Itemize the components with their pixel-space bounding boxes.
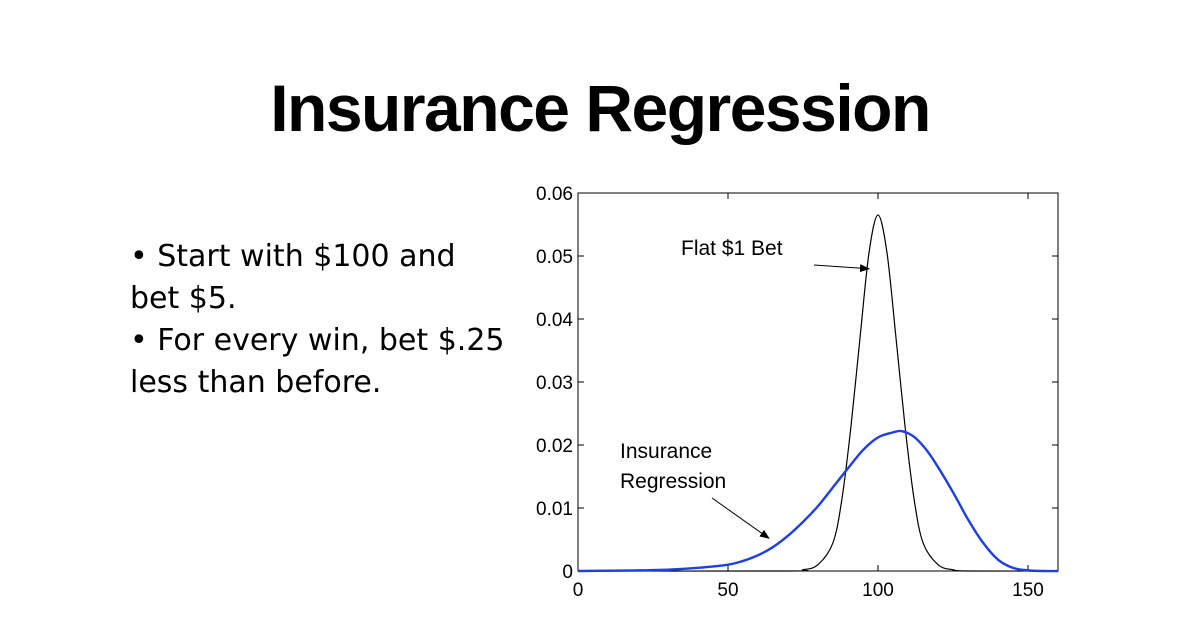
x-tick-label: 100	[862, 580, 894, 601]
series-line-insurance-regression	[577, 429, 1059, 573]
page-title: Insurance Regression	[270, 71, 931, 145]
plot-frame	[577, 192, 1059, 572]
y-tick-label: 0.02	[536, 436, 573, 457]
annotation-arrow	[711, 497, 770, 539]
annotation-label: Flat $1 Bet	[681, 237, 783, 260]
bullet-list: • Start with $100 and bet $5. • For ever…	[130, 236, 510, 404]
bullet-item: • For every win, bet $.25 less than befo…	[130, 323, 505, 400]
y-tick-label: 0.06	[536, 184, 573, 205]
bullet-item: • Start with $100 and bet $5.	[130, 239, 456, 316]
y-tick-label: 0	[562, 562, 573, 583]
y-tick-label: 0.04	[536, 310, 573, 331]
annotation-label: Regression	[620, 470, 726, 493]
x-tick-label: 150	[1012, 580, 1044, 601]
y-tick-label: 0.05	[536, 247, 573, 268]
y-tick-label: 0.01	[536, 499, 573, 520]
y-tick-label: 0.03	[536, 373, 573, 394]
x-tick-label: 0	[573, 580, 584, 601]
series-line-flat-bet	[577, 214, 1059, 572]
distribution-chart: 0 0.01 0.02 0.03 0.04 0.05 0.06 0 50 100 150 Flat $…	[536, 184, 1059, 601]
annotation-arrow	[813, 264, 870, 273]
x-tick-label: 50	[717, 580, 738, 601]
annotation-label: Insurance	[620, 440, 712, 463]
